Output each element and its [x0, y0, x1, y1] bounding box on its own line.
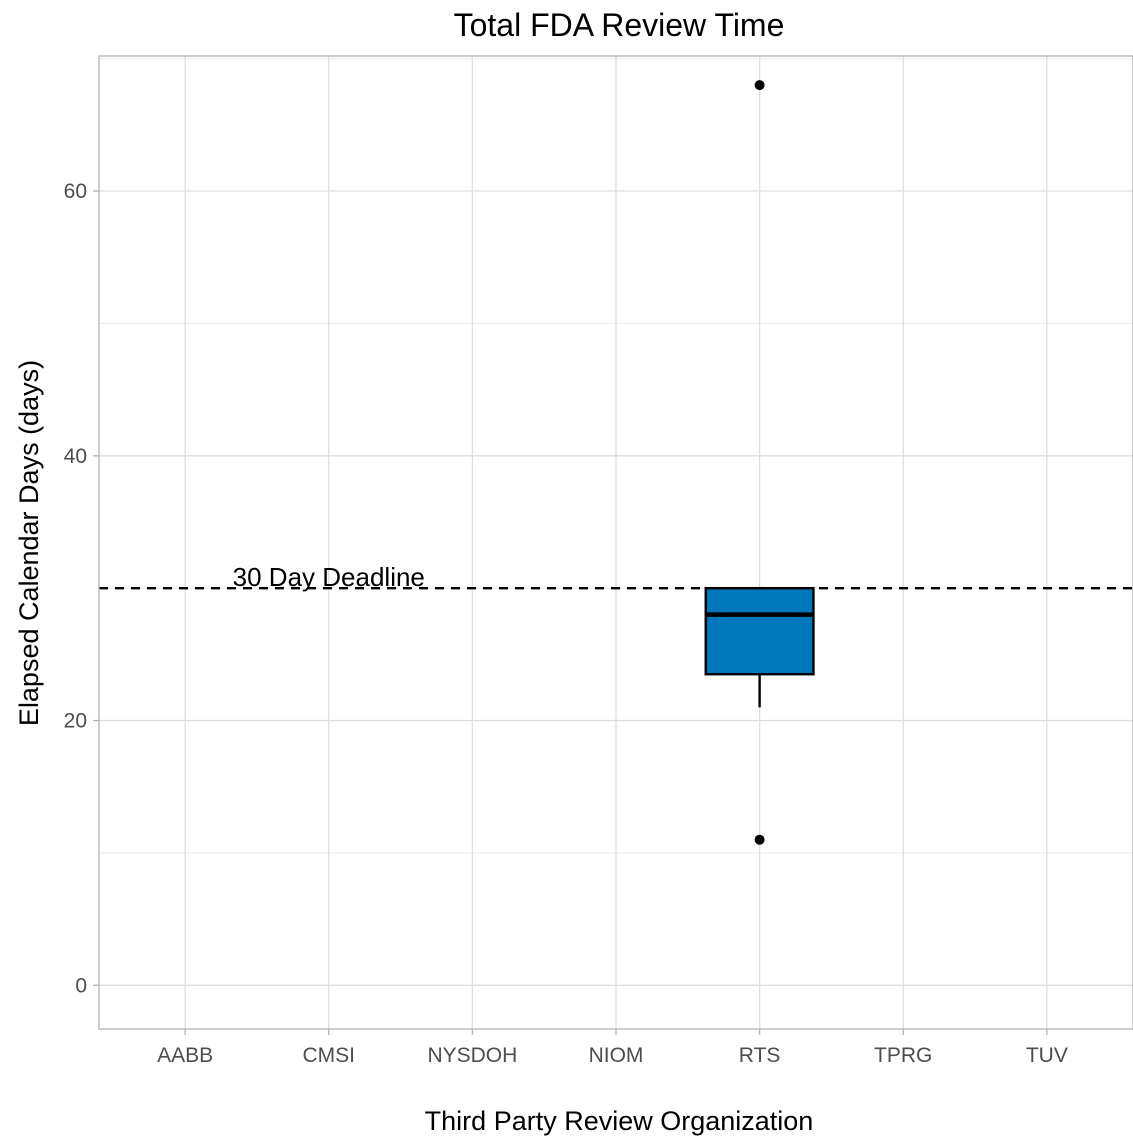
- deadline-annotation: 30 Day Deadline: [233, 562, 425, 592]
- grid-major: [99, 56, 1133, 1029]
- box-outlier-point: [754, 834, 765, 845]
- y-tick-label: 60: [64, 180, 87, 203]
- x-tick-label: CMSI: [303, 1044, 356, 1067]
- box-outlier-point: [754, 80, 765, 91]
- x-axis-ticks: AABB CMSI NYSDOH NIOM RTS TPRG TUV: [157, 1029, 1068, 1067]
- y-axis-ticks: 0 20 40 60: [64, 180, 99, 997]
- x-tick-label: NYSDOH: [427, 1044, 517, 1067]
- x-tick-label: RTS: [739, 1044, 781, 1067]
- y-tick-label: 40: [64, 445, 87, 468]
- y-tick-label: 20: [64, 710, 87, 733]
- x-tick-label: NIOM: [589, 1044, 644, 1067]
- y-tick-label: 0: [75, 974, 87, 997]
- chart-title: Total FDA Review Time: [454, 7, 785, 43]
- x-tick-label: AABB: [157, 1044, 213, 1067]
- x-tick-label: TUV: [1026, 1044, 1068, 1067]
- boxes: [704, 80, 815, 845]
- x-axis-title: Third Party Review Organization: [425, 1106, 814, 1136]
- box-iqr: [704, 586, 815, 676]
- x-tick-label: TPRG: [874, 1044, 932, 1067]
- y-axis-title: Elapsed Calendar Days (days): [14, 360, 44, 726]
